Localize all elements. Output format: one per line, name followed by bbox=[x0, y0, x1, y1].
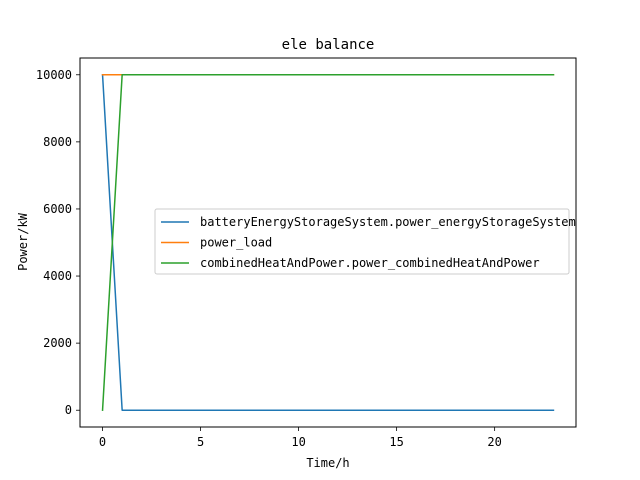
y-tick-label-5: 10000 bbox=[36, 68, 72, 82]
x-axis-ticks: 0 5 10 15 20 bbox=[99, 427, 502, 449]
legend-label-0: batteryEnergyStorageSystem.power_energyS… bbox=[200, 215, 576, 229]
x-tick-label-2: 10 bbox=[291, 435, 305, 449]
x-axis-label: Time/h bbox=[306, 456, 349, 470]
x-tick-label-1: 5 bbox=[197, 435, 204, 449]
x-tick-label-0: 0 bbox=[99, 435, 106, 449]
legend-label-2: combinedHeatAndPower.power_combinedHeatA… bbox=[200, 256, 540, 270]
x-tick-label-3: 15 bbox=[389, 435, 403, 449]
legend-label-1: power_load bbox=[200, 236, 272, 250]
series-layer bbox=[101, 73, 555, 412]
y-tick-label-2: 4000 bbox=[43, 269, 72, 283]
x-tick-label-4: 20 bbox=[487, 435, 501, 449]
axes-frame bbox=[79, 57, 577, 428]
series-line-0 bbox=[101, 73, 555, 411]
y-axis-ticks: 0 2000 4000 6000 8000 10000 bbox=[36, 68, 80, 417]
y-tick-label-1: 2000 bbox=[43, 336, 72, 350]
legend: batteryEnergyStorageSystem.power_energyS… bbox=[154, 208, 576, 275]
y-tick-label-4: 8000 bbox=[43, 135, 72, 149]
y-axis-label: Power/kW bbox=[16, 212, 30, 271]
y-tick-label-3: 6000 bbox=[43, 202, 72, 216]
y-tick-label-0: 0 bbox=[65, 403, 72, 417]
legend-items: batteryEnergyStorageSystem.power_energyS… bbox=[161, 215, 576, 270]
series-line-2 bbox=[101, 74, 555, 412]
plot-area bbox=[79, 57, 577, 428]
legend-box bbox=[154, 208, 570, 275]
chart-title: ele balance bbox=[282, 37, 375, 53]
